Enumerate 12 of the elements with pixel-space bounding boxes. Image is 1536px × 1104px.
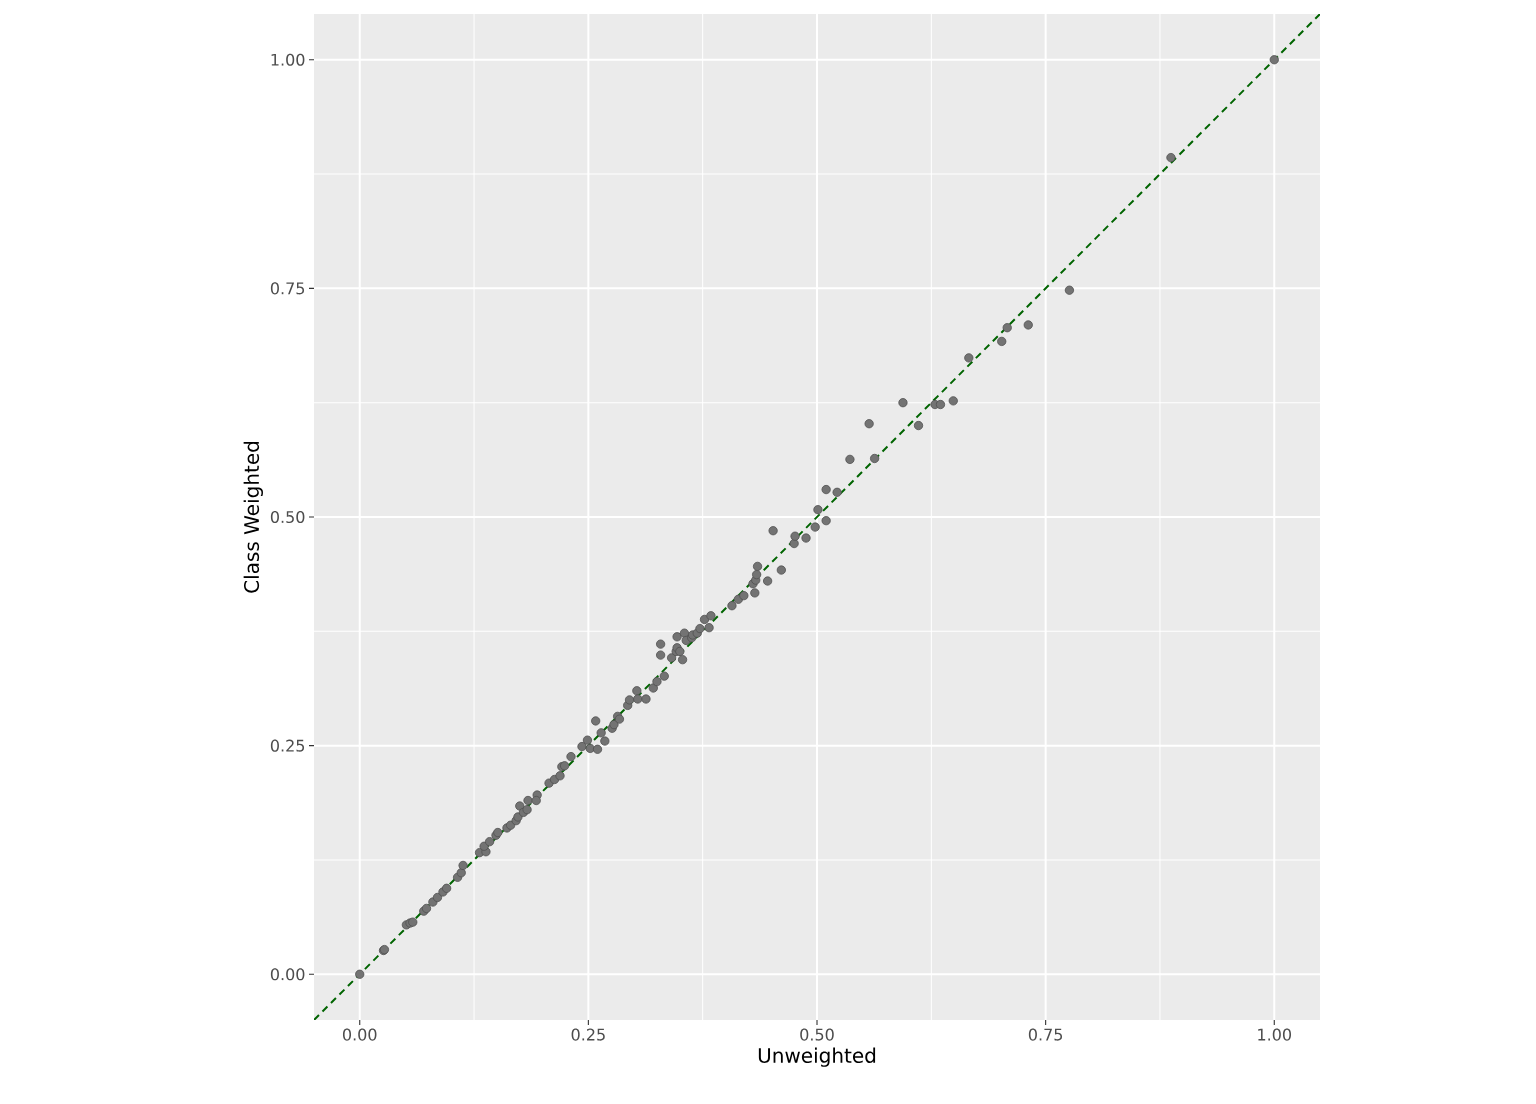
x-tick-label: 1.00: [1258, 1028, 1292, 1041]
y-tick-label: 1.00: [271, 53, 305, 66]
y-tick-label: 0.25: [270, 739, 305, 752]
y-tick-label: 0.50: [270, 510, 305, 524]
x-axis-title: Unweighted: [758, 1047, 876, 1067]
x-tick-label: 0.25: [571, 1028, 605, 1041]
x-tick-label: 0.00: [342, 1028, 377, 1041]
y-axis-title: Class Weighted: [243, 441, 263, 593]
y-tick-label: 0.00: [270, 968, 305, 981]
y-tick-label: 0.75: [270, 282, 305, 295]
x-tick-label: 0.50: [800, 1028, 834, 1041]
x-tick-label: 0.75: [1028, 1028, 1063, 1041]
